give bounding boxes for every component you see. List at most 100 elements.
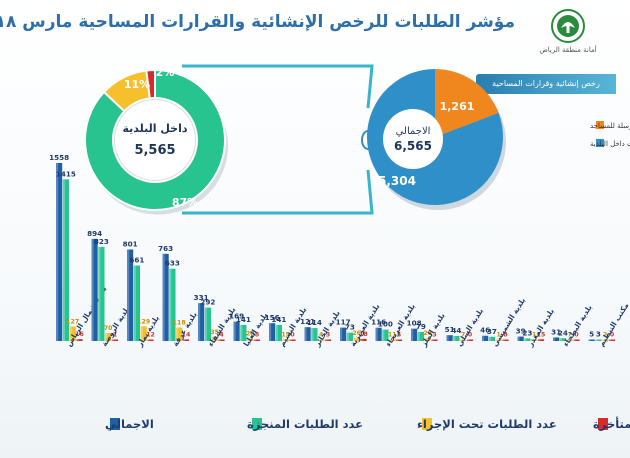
bar-0-1 — [62, 179, 69, 341]
bar-value-12-1: 37 — [487, 327, 497, 336]
legend-swatch-1 — [422, 418, 432, 430]
bar-2-3 — [147, 339, 154, 341]
bar-value-2-3: 12 — [146, 332, 155, 339]
bar-value-1-3: 1 — [113, 332, 117, 339]
bar-4-1 — [204, 307, 211, 341]
pie-legend-label-0: طلبات مرسلة للمساجد — [590, 122, 630, 130]
bar-8-1 — [346, 332, 353, 341]
bar-value-0-1: 1415 — [56, 169, 76, 178]
category-label-14: بلدية البطحاء — [561, 303, 594, 348]
bar-value-7-3: 3 — [326, 332, 330, 339]
bar-9-1 — [382, 329, 389, 341]
bar-15-0 — [588, 339, 595, 341]
legend-label-0: عدد الطلبات المتأخرة — [593, 416, 630, 431]
bar-13-1 — [524, 338, 531, 341]
bar-value-0-0: 1558 — [49, 153, 69, 162]
bar-value-15-1: 3 — [596, 330, 601, 339]
bar-value-14-1: 24 — [558, 328, 568, 337]
bar-11-2 — [460, 339, 467, 341]
bar-value-14-2: 7 — [568, 332, 572, 339]
bar-0-3 — [76, 339, 83, 341]
bar-value-3-2: 118 — [173, 320, 186, 327]
bar-13-0 — [517, 336, 524, 341]
bar-13-3 — [537, 339, 545, 341]
bar-value-2-2: 129 — [137, 318, 150, 325]
bar-value-11-0: 51 — [445, 325, 455, 334]
bar-3-3 — [182, 339, 190, 341]
bar-12-3 — [502, 339, 509, 341]
bar-value-5-2: 20 — [246, 331, 255, 338]
bar-value-0-3: 16 — [75, 331, 84, 338]
bar-6-1 — [275, 324, 282, 341]
bar-7-0 — [304, 327, 311, 341]
bar-5-1 — [240, 324, 247, 341]
bar-value-4-2: 35 — [210, 329, 219, 336]
bar-value-12-3: 8 — [503, 332, 507, 339]
emblem-icon — [551, 9, 585, 43]
bar-6-2 — [282, 339, 289, 341]
bar-value-1-1: 823 — [94, 237, 109, 246]
pie-center-label: الاجمالي — [396, 126, 431, 137]
bar-7-2 — [318, 339, 325, 341]
bar-value-14-3: 0 — [574, 332, 579, 339]
riyadh-municipality-logo: أمانة منطقة الرياض — [528, 8, 608, 58]
bar-15-2 — [602, 339, 609, 341]
bar-5-3 — [253, 339, 261, 341]
donut-slice-0 — [84, 68, 226, 211]
bar-value-11-1: 44 — [451, 326, 461, 335]
bar-value-13-2: 1 — [532, 332, 536, 339]
bar-value-6-3: 0 — [290, 332, 295, 339]
bar-value-15-2: 2 — [603, 332, 607, 339]
donut-percent-label-1: 11% — [124, 78, 150, 91]
bar-value-10-0: 108 — [407, 319, 422, 328]
pie-legend-label-1: طلبات داخل البلدية — [590, 140, 630, 148]
donut-center-value: 5,565 — [134, 143, 175, 158]
pie-value-sent: 1,261 — [440, 100, 475, 113]
bar-legend: عدد الطلبات المتأخرة عدد الطلبات تحت الإج… — [105, 416, 630, 431]
bar-value-12-2: 1 — [497, 332, 501, 339]
bar-value-14-0: 31 — [551, 327, 561, 336]
bar-value-2-0: 801 — [123, 239, 138, 248]
bar-value-8-2: 26 — [352, 330, 361, 337]
bar-3-0 — [162, 253, 169, 341]
bar-5-0 — [233, 321, 240, 341]
bar-value-8-1: 73 — [345, 323, 355, 332]
bar-value-4-1: 292 — [200, 298, 215, 307]
bar-11-0 — [446, 335, 453, 341]
bar-14-0 — [553, 337, 560, 341]
bar-value-6-1: 141 — [271, 315, 286, 324]
bar-12-2 — [495, 339, 502, 341]
bar-value-7-2: 4 — [319, 332, 324, 339]
bar-4-3 — [218, 339, 225, 341]
bar-15-3 — [608, 339, 616, 341]
legend-swatch-3 — [110, 418, 120, 430]
page-title: مؤشر الطلبات للرخص الإنشائية والقرارات ا… — [0, 12, 515, 32]
bar-value-3-0: 763 — [158, 244, 173, 253]
bar-14-1 — [559, 338, 566, 341]
bar-value-1-2: 70 — [104, 325, 113, 332]
bar-4-2 — [211, 337, 218, 341]
bar-6-3 — [289, 339, 296, 341]
bar-value-3-1: 633 — [165, 259, 180, 268]
pie-value-inside: 5,304 — [378, 174, 416, 188]
bar-12-0 — [482, 335, 489, 341]
bar-value-0-2: 127 — [66, 318, 79, 325]
legend-label-1: عدد الطلبات تحت الإجراء — [417, 417, 557, 431]
bar-value-7-0: 121 — [300, 317, 315, 326]
bar-value-13-3: 15 — [537, 331, 546, 338]
bar-0-0 — [56, 163, 63, 341]
pie-legend-swatch-1 — [596, 139, 604, 147]
bar-value-15-3: 0 — [610, 332, 615, 339]
bar-value-15-0: 5 — [589, 330, 594, 339]
bar-1-2 — [105, 333, 112, 341]
bar-14-2 — [566, 339, 573, 341]
bar-value-12-0: 46 — [480, 326, 490, 335]
bar-value-7-1: 114 — [307, 318, 322, 327]
bar-value-4-3: 4 — [219, 332, 224, 339]
bar-value-13-1: 23 — [522, 328, 532, 337]
bar-10-1 — [417, 331, 424, 341]
bar-value-11-2: 7 — [461, 332, 465, 339]
bar-10-2 — [424, 338, 431, 341]
